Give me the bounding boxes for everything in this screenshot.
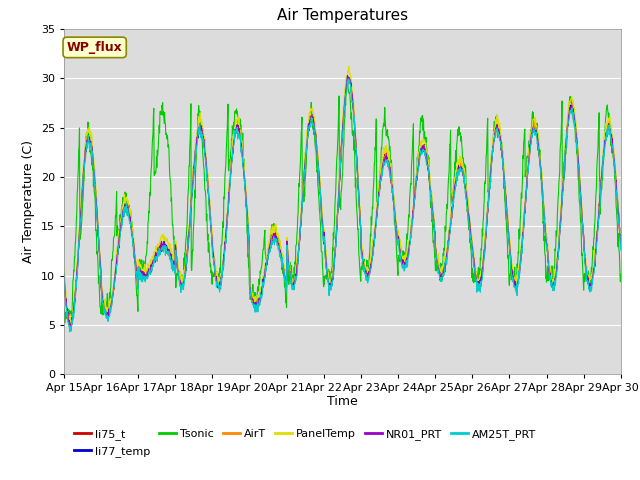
AirT	[171, 259, 179, 264]
Line: NR01_PRT: NR01_PRT	[64, 76, 621, 325]
li77_temp	[344, 74, 352, 80]
Y-axis label: Air Temperature (C): Air Temperature (C)	[22, 140, 35, 263]
PanelTemp	[184, 234, 192, 240]
PanelTemp	[67, 321, 75, 327]
AM25T_PRT	[60, 272, 68, 277]
NR01_PRT	[246, 289, 254, 295]
NR01_PRT	[502, 198, 510, 204]
li77_temp	[617, 239, 625, 244]
Tsonic	[184, 189, 192, 194]
li77_temp	[246, 288, 254, 294]
AirT	[60, 274, 68, 279]
NR01_PRT	[60, 274, 68, 280]
AirT	[429, 217, 437, 223]
AirT	[502, 204, 510, 209]
li75_t	[246, 291, 254, 297]
PanelTemp	[171, 260, 179, 265]
Tsonic	[617, 271, 625, 277]
Tsonic	[61, 320, 68, 325]
PanelTemp	[345, 63, 353, 69]
li75_t	[60, 275, 68, 280]
li75_t	[429, 221, 437, 227]
Legend: li75_t, li77_temp, Tsonic, AirT, PanelTemp, NR01_PRT, AM25T_PRT: li75_t, li77_temp, Tsonic, AirT, PanelTe…	[70, 425, 541, 461]
li77_temp	[60, 270, 68, 276]
AM25T_PRT	[344, 76, 352, 82]
Tsonic	[429, 238, 437, 243]
PanelTemp	[246, 283, 254, 288]
li77_temp	[429, 218, 437, 224]
AM25T_PRT	[184, 241, 192, 247]
AM25T_PRT	[171, 265, 179, 271]
Tsonic	[246, 295, 254, 300]
PanelTemp	[429, 210, 437, 216]
AirT	[246, 288, 254, 293]
li77_temp	[171, 264, 179, 270]
Line: PanelTemp: PanelTemp	[64, 66, 621, 324]
Tsonic	[60, 306, 68, 312]
li75_t	[344, 74, 352, 80]
NR01_PRT	[552, 276, 559, 282]
X-axis label: Time: Time	[327, 395, 358, 408]
li77_temp	[552, 275, 559, 281]
PanelTemp	[60, 266, 68, 272]
Tsonic	[502, 217, 510, 223]
Tsonic	[344, 75, 351, 81]
Text: WP_flux: WP_flux	[67, 41, 122, 54]
NR01_PRT	[344, 73, 351, 79]
Title: Air Temperatures: Air Temperatures	[277, 9, 408, 24]
Line: li77_temp: li77_temp	[64, 77, 621, 328]
li75_t	[552, 275, 559, 281]
li75_t	[617, 243, 625, 249]
Tsonic	[552, 248, 559, 253]
PanelTemp	[502, 200, 510, 206]
li75_t	[67, 323, 75, 329]
Tsonic	[171, 255, 179, 261]
li75_t	[502, 200, 510, 206]
Line: AirT: AirT	[64, 77, 621, 326]
AirT	[344, 74, 352, 80]
NR01_PRT	[184, 235, 192, 241]
AirT	[617, 242, 625, 248]
AirT	[552, 276, 559, 281]
AM25T_PRT	[246, 292, 254, 298]
Line: Tsonic: Tsonic	[64, 78, 621, 323]
AM25T_PRT	[429, 221, 437, 227]
PanelTemp	[552, 269, 559, 275]
NR01_PRT	[67, 323, 74, 328]
NR01_PRT	[429, 216, 437, 222]
AirT	[184, 235, 192, 240]
AirT	[65, 324, 73, 329]
PanelTemp	[617, 238, 625, 244]
AM25T_PRT	[617, 247, 625, 253]
li77_temp	[67, 325, 74, 331]
NR01_PRT	[617, 241, 625, 247]
NR01_PRT	[171, 267, 179, 273]
Line: li75_t: li75_t	[64, 77, 621, 326]
AM25T_PRT	[66, 329, 74, 335]
li77_temp	[502, 202, 510, 207]
AM25T_PRT	[502, 207, 510, 213]
li75_t	[184, 233, 192, 239]
li75_t	[171, 264, 179, 269]
AM25T_PRT	[552, 283, 559, 288]
Line: AM25T_PRT: AM25T_PRT	[64, 79, 621, 332]
li77_temp	[184, 239, 192, 244]
